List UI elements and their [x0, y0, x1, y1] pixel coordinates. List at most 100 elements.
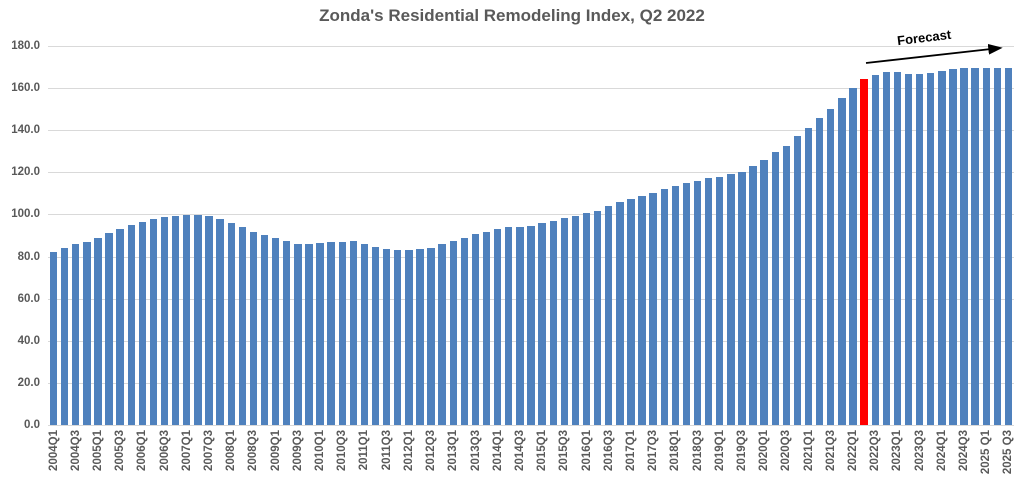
bar-2022Q1 — [849, 88, 857, 425]
bar-2004Q2 — [60, 247, 69, 425]
bar-2025Q2 — [993, 68, 1002, 425]
x-tick-label: 2011Q3 — [380, 430, 393, 471]
bar-2004Q3 — [72, 244, 80, 425]
x-tick-label: 2016Q1 — [580, 430, 593, 471]
bar-2007Q4 — [216, 219, 224, 425]
bar-2015Q3 — [560, 218, 568, 425]
bar-2020Q1 — [760, 160, 768, 425]
bar-2021Q1 — [804, 127, 813, 425]
bar-2017Q2 — [638, 195, 646, 425]
bar-2012Q3 — [427, 247, 435, 425]
bar-2004Q1 — [49, 251, 58, 425]
bar-2018Q1 — [671, 186, 680, 425]
x-tick-label: 2004Q3 — [69, 430, 82, 471]
bar-2009Q2 — [283, 241, 291, 425]
bar-2024Q4 — [971, 68, 979, 425]
x-tick-label: 2005Q1 — [92, 430, 104, 471]
bar-2015Q4 — [571, 216, 580, 425]
y-tick-label: 140.0 — [11, 124, 40, 137]
bar-2011Q3 — [382, 249, 391, 425]
bar-2010Q1 — [316, 243, 324, 425]
x-tick-label: 2020Q1 — [758, 430, 771, 471]
bar-2018Q2 — [682, 183, 691, 425]
y-axis: 180.0 160.0 140.0 120.0 100.0 80.0 60.0 40.0 20.… — [0, 0, 40, 494]
x-tick-label: 2012Q1 — [402, 430, 415, 471]
x-tick-label: 2008Q3 — [247, 430, 260, 471]
bar-2023Q4 — [927, 72, 935, 425]
x-tick-label: 2010Q1 — [314, 430, 326, 471]
x-tick-label: 2006Q3 — [158, 430, 171, 471]
gridline-120 — [48, 172, 1014, 174]
bar-2018Q3 — [693, 180, 702, 425]
gridline-100 — [48, 214, 1014, 216]
bar-2024Q2 — [949, 69, 957, 425]
bar-2011Q4 — [394, 250, 402, 425]
gridline-160 — [48, 88, 1014, 90]
bar-2023Q3 — [915, 74, 924, 425]
bar-2016Q2 — [593, 210, 602, 425]
x-tick-label: 2004Q1 — [47, 430, 60, 471]
bar-2008Q1 — [227, 222, 235, 425]
bar-2011Q2 — [371, 246, 380, 425]
y-tick-label: 80.0 — [17, 250, 40, 263]
x-tick-label: 2021Q3 — [824, 430, 837, 471]
bar-2021Q3 — [827, 109, 835, 425]
bar-2016Q3 — [605, 206, 613, 425]
y-tick-label: 180.0 — [11, 40, 40, 52]
x-tick-label: 2019Q1 — [713, 430, 726, 471]
bar-2019Q4 — [749, 166, 757, 425]
x-tick-label: 2009Q3 — [291, 430, 304, 471]
bar-2012Q1 — [405, 250, 413, 425]
bar-2025Q1 — [982, 68, 990, 425]
y-tick-label: 60.0 — [17, 292, 40, 305]
x-tick-label: 2014Q3 — [513, 430, 526, 471]
bar-2008Q3 — [249, 231, 258, 425]
bar-2007Q1 — [183, 215, 191, 425]
bar-2009Q1 — [271, 238, 280, 425]
x-tick-label: 2024Q3 — [958, 430, 970, 471]
bar-2010Q3 — [338, 241, 346, 425]
bar-2007Q3 — [205, 216, 213, 425]
x-tick-label: 2013Q3 — [469, 430, 482, 471]
bar-2008Q2 — [238, 227, 246, 425]
bar-2017Q1 — [627, 199, 635, 425]
bar-2010Q4 — [349, 241, 358, 425]
x-tick-label: 2025 Q3 — [1002, 430, 1015, 475]
bar-2013Q2 — [460, 237, 469, 425]
x-tick-label: 2013Q1 — [447, 430, 460, 471]
x-tick-label: 2015Q1 — [536, 430, 549, 471]
x-tick-label: 2005Q3 — [114, 430, 127, 471]
bar-2005Q1 — [94, 237, 102, 425]
x-tick-label: 2021Q1 — [802, 430, 815, 471]
bar-2014Q4 — [527, 225, 535, 425]
bar-2014Q2 — [505, 227, 513, 425]
bar-2019Q2 — [727, 174, 735, 425]
x-tick-label: 2014Q1 — [491, 430, 504, 471]
y-tick-label: 160.0 — [11, 82, 40, 95]
x-tick-label: 2017Q3 — [647, 430, 660, 471]
bar-2005Q3 — [116, 229, 124, 425]
chart-title: Zonda's Residential Remodeling Index, Q2… — [319, 6, 705, 25]
bar-2024Q1 — [938, 71, 946, 425]
bar-2022Q4 — [882, 72, 890, 425]
bar-2021Q4 — [838, 97, 846, 425]
x-tick-label: 2012Q3 — [425, 430, 438, 471]
x-tick-label: 2018Q3 — [691, 430, 704, 471]
bar-2012Q4 — [438, 244, 446, 425]
bar-2018Q4 — [704, 178, 713, 425]
bar-2009Q4 — [305, 244, 313, 425]
bar-2015Q1 — [538, 223, 546, 425]
bar-highlight-2022Q2 — [860, 78, 868, 425]
bar-2015Q2 — [549, 221, 557, 425]
x-tick-label: 2022Q3 — [869, 430, 882, 471]
x-tick-label: 2017Q1 — [624, 430, 637, 471]
x-axis: 2004Q1 2004Q3 2005Q1 2005Q3 2006Q1 2006Q3 2007… — [47, 430, 1015, 494]
y-tick-label: 100.0 — [11, 208, 40, 221]
x-tick-label: 2006Q1 — [136, 430, 149, 471]
x-tick-label: 2016Q3 — [602, 430, 615, 471]
bar-2014Q3 — [516, 226, 524, 425]
x-tick-label: 2023Q3 — [913, 430, 926, 471]
bar-2023Q1 — [893, 72, 902, 425]
bar-2020Q3 — [782, 145, 791, 425]
